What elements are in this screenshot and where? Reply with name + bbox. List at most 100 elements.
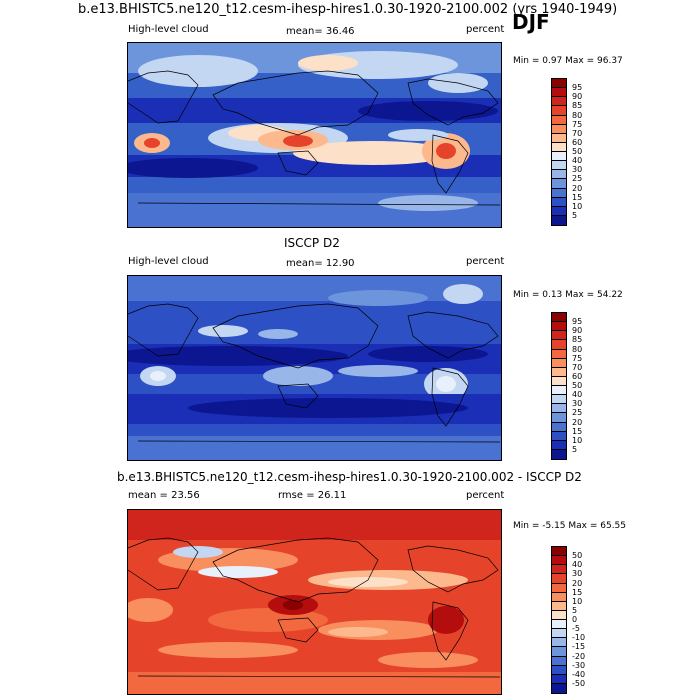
colorbar-tick-label: 15 xyxy=(572,587,583,597)
colorbar-swatch xyxy=(552,629,566,639)
colorbar-tick-label: 60 xyxy=(572,371,583,381)
panel-diff-field xyxy=(128,510,501,694)
panel-obs-minmax: Min = 0.13 Max = 54.22 xyxy=(513,290,623,300)
colorbar-swatch xyxy=(552,592,566,602)
colorbar-tick-label: 30 xyxy=(572,569,583,579)
colorbar-swatch xyxy=(552,601,566,611)
panel-diff-map xyxy=(127,509,502,695)
colorbar-tick-label: 5 xyxy=(572,210,578,220)
panel-model-colorbar: 95 90 85 80 75 70 60 50 40 30 25 20 15 10 5 xyxy=(551,78,582,226)
colorbar-tick-label: 10 xyxy=(572,435,583,445)
colorbar-swatch xyxy=(552,620,566,630)
colorbar-tick-label: 20 xyxy=(572,578,583,588)
colorbar-swatch xyxy=(552,656,566,666)
colorbar-tick-label: 90 xyxy=(572,92,583,102)
colorbar-tick-label: -10 xyxy=(572,633,586,643)
colorbar-tick-label: 20 xyxy=(572,183,583,193)
colorbar-swatch xyxy=(552,556,566,566)
colorbar-swatch xyxy=(552,152,566,162)
colorbar-tick-label: 70 xyxy=(572,128,583,138)
colorbar-tick-label: 95 xyxy=(572,317,583,327)
colorbar-tick-label: 10 xyxy=(572,201,583,211)
colorbar-swatch xyxy=(552,322,566,332)
colorbar-swatch xyxy=(552,358,566,368)
colorbar-swatch xyxy=(552,179,566,189)
panel-diff-minmax: Min = -5.15 Max = 65.55 xyxy=(513,521,627,531)
colorbar-tick-label: 75 xyxy=(572,119,583,129)
colorbar-tick-label: -50 xyxy=(572,678,586,688)
panel-diff-mean: mean = 23.56 xyxy=(128,490,200,501)
colorbar-tick-label: 40 xyxy=(572,156,583,166)
colorbar-swatch xyxy=(552,683,566,693)
panel-model-mean: mean= 36.46 xyxy=(286,26,355,37)
season-label: DJF xyxy=(512,10,550,34)
panel-obs-colorbar: 95 90 85 80 75 70 60 50 40 30 25 20 15 10 5 xyxy=(551,312,582,460)
colorbar-swatch xyxy=(552,331,566,341)
colorbar-swatch xyxy=(552,647,566,657)
colorbar-swatch xyxy=(552,161,566,171)
colorbar-swatch xyxy=(552,638,566,648)
colorbar-swatch xyxy=(552,413,566,423)
colorbar-swatch xyxy=(552,674,566,684)
panel-model-units: percent xyxy=(466,24,505,35)
colorbar-tick-label: 5 xyxy=(572,444,578,454)
colorbar-tick-label: 25 xyxy=(572,408,583,418)
colorbar-tick-label: 85 xyxy=(572,101,583,111)
colorbar-swatch xyxy=(552,583,566,593)
colorbar-tick-label: 80 xyxy=(572,110,583,120)
colorbar-tick-label: -5 xyxy=(572,624,580,634)
panel-diff-colorbar: 50 40 30 20 15 10 5 0 -5 -10 -15 -20 -30 -40 -50 xyxy=(551,546,585,694)
colorbar-swatch xyxy=(552,97,566,107)
colorbar-tick-label: 5 xyxy=(572,605,578,615)
colorbar-tick-label: 50 xyxy=(572,147,583,156)
colorbar-tick-label: 30 xyxy=(572,399,583,409)
colorbar-swatch xyxy=(552,422,566,432)
panel-obs-field xyxy=(128,276,501,460)
colorbar-swatch xyxy=(552,574,566,584)
colorbar-tick-label: -40 xyxy=(572,669,586,679)
colorbar-swatch xyxy=(552,376,566,386)
colorbar-swatch xyxy=(552,215,566,225)
colorbar-swatch xyxy=(552,188,566,198)
colorbar-swatch xyxy=(552,206,566,216)
panel-obs-variable: High-level cloud xyxy=(128,256,209,267)
colorbar-swatch xyxy=(552,665,566,675)
colorbar-swatch xyxy=(552,547,566,557)
colorbar-swatch xyxy=(552,349,566,359)
colorbar-tick-label: 85 xyxy=(572,335,583,345)
panel-obs-units: percent xyxy=(466,256,505,267)
colorbar-swatch xyxy=(552,440,566,450)
colorbar-tick-label: 70 xyxy=(572,362,583,372)
colorbar-tick-label: 95 xyxy=(572,83,583,93)
colorbar-tick-label: 0 xyxy=(572,615,578,624)
panel-model-map xyxy=(127,42,502,228)
colorbar-swatch xyxy=(552,197,566,207)
colorbar-swatch xyxy=(552,124,566,134)
colorbar-tick-label: 80 xyxy=(572,344,583,354)
colorbar-tick-label: 50 xyxy=(572,551,583,561)
colorbar-swatch xyxy=(552,404,566,414)
colorbar-swatch xyxy=(552,340,566,350)
colorbar-tick-label: 30 xyxy=(572,165,583,175)
colorbar-swatch xyxy=(552,115,566,125)
colorbar-tick-label: 60 xyxy=(572,137,583,147)
panel-obs-title: ISCCP D2 xyxy=(284,236,340,250)
colorbar-swatch xyxy=(552,79,566,89)
colorbar-tick-label: 40 xyxy=(572,560,583,570)
main-title: b.e13.BHISTC5.ne120_t12.cesm-ihesp-hires… xyxy=(78,2,618,17)
panel-diff-rmse: rmse = 26.11 xyxy=(278,490,347,501)
colorbar-swatch xyxy=(552,367,566,377)
panel-obs-map xyxy=(127,275,502,461)
colorbar-tick-label: 15 xyxy=(572,192,583,202)
colorbar-swatch xyxy=(552,449,566,459)
panel-model-variable: High-level cloud xyxy=(128,24,209,35)
panel-obs-mean: mean= 12.90 xyxy=(286,258,355,269)
colorbar-swatch xyxy=(552,170,566,180)
colorbar-tick-label: 90 xyxy=(572,326,583,336)
colorbar-tick-label: -15 xyxy=(572,642,586,652)
colorbar-swatch xyxy=(552,133,566,143)
panel-model-minmax: Min = 0.97 Max = 96.37 xyxy=(513,56,623,66)
colorbar-swatch xyxy=(552,386,566,396)
colorbar-swatch xyxy=(552,313,566,323)
colorbar-swatch xyxy=(552,88,566,98)
